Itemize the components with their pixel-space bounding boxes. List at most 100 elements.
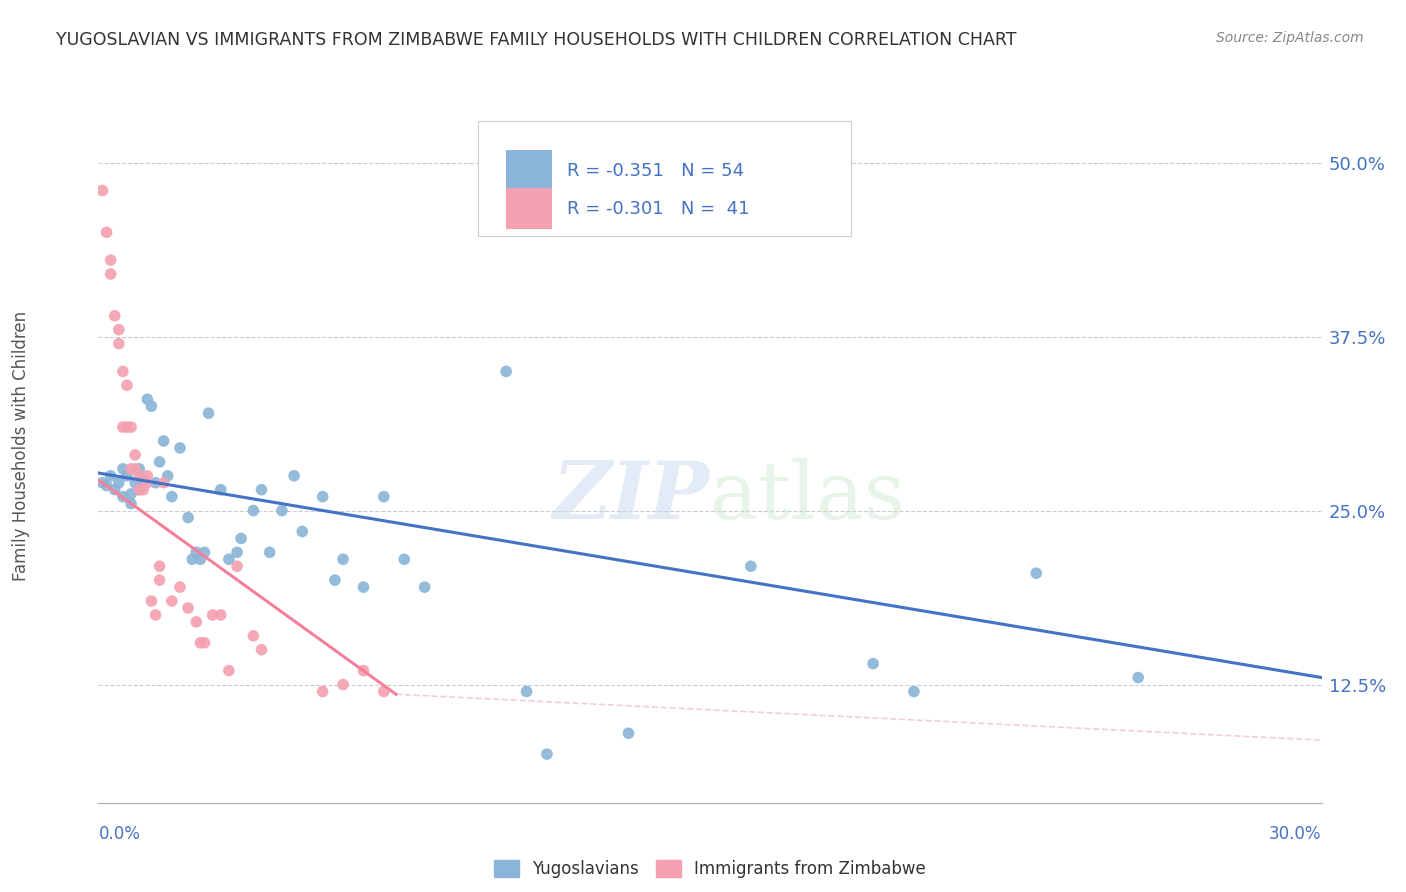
Point xyxy=(100,267,122,281)
Point xyxy=(218,664,240,678)
Point xyxy=(111,490,134,504)
FancyBboxPatch shape xyxy=(478,121,851,235)
Point xyxy=(128,462,150,476)
Point xyxy=(242,629,264,643)
Point xyxy=(132,483,155,497)
Point xyxy=(740,559,762,574)
Point xyxy=(495,364,517,378)
Point xyxy=(100,468,122,483)
FancyBboxPatch shape xyxy=(506,150,553,192)
Point xyxy=(124,475,146,490)
Point xyxy=(413,580,436,594)
Point xyxy=(536,747,558,761)
Point xyxy=(124,462,146,476)
Point xyxy=(177,601,200,615)
Point xyxy=(115,378,138,392)
Point xyxy=(352,664,374,678)
Point xyxy=(120,497,142,511)
Point xyxy=(111,462,134,476)
Point xyxy=(152,475,174,490)
Text: Family Households with Children: Family Households with Children xyxy=(13,311,30,581)
Point xyxy=(141,594,163,608)
Point xyxy=(124,448,146,462)
Point xyxy=(291,524,314,539)
Point xyxy=(186,545,208,559)
Text: Source: ZipAtlas.com: Source: ZipAtlas.com xyxy=(1216,31,1364,45)
Point xyxy=(104,483,127,497)
Text: 0.0%: 0.0% xyxy=(98,825,141,843)
Text: 30.0%: 30.0% xyxy=(1270,825,1322,843)
Point xyxy=(312,490,335,504)
Point xyxy=(392,552,416,566)
Point xyxy=(617,726,640,740)
Point xyxy=(120,462,142,476)
Point xyxy=(100,253,122,268)
Text: YUGOSLAVIAN VS IMMIGRANTS FROM ZIMBABWE FAMILY HOUSEHOLDS WITH CHILDREN CORRELAT: YUGOSLAVIAN VS IMMIGRANTS FROM ZIMBABWE … xyxy=(56,31,1017,49)
Point xyxy=(91,475,114,490)
Point xyxy=(145,475,167,490)
Legend: Yugoslavians, Immigrants from Zimbabwe: Yugoslavians, Immigrants from Zimbabwe xyxy=(488,854,932,885)
Point xyxy=(242,503,264,517)
Point xyxy=(332,552,354,566)
Point xyxy=(149,455,172,469)
Point xyxy=(91,184,114,198)
Point xyxy=(128,468,150,483)
Point xyxy=(177,510,200,524)
Point xyxy=(373,684,395,698)
Point xyxy=(141,399,163,413)
Point xyxy=(231,532,253,546)
Point xyxy=(270,503,294,517)
Point xyxy=(152,434,174,448)
Point xyxy=(332,677,354,691)
Point xyxy=(226,545,249,559)
Point xyxy=(136,392,159,407)
Text: R = -0.351   N = 54: R = -0.351 N = 54 xyxy=(567,161,744,180)
Point xyxy=(250,642,273,657)
Point xyxy=(209,483,232,497)
Point xyxy=(160,490,183,504)
Text: atlas: atlas xyxy=(710,458,905,536)
Point xyxy=(188,636,212,650)
Point xyxy=(209,607,232,622)
Point xyxy=(120,420,142,434)
FancyBboxPatch shape xyxy=(506,187,553,229)
Point xyxy=(373,490,395,504)
Point xyxy=(283,468,305,483)
Point xyxy=(115,420,138,434)
Point xyxy=(108,475,131,490)
Text: R = -0.301   N =  41: R = -0.301 N = 41 xyxy=(567,200,749,218)
Point xyxy=(1128,671,1150,685)
Point xyxy=(104,309,127,323)
Point xyxy=(201,607,224,622)
Point xyxy=(862,657,884,671)
Point xyxy=(1025,566,1047,581)
Point xyxy=(160,594,183,608)
Point xyxy=(115,468,138,483)
Text: ZIP: ZIP xyxy=(553,458,710,535)
Point xyxy=(323,573,346,587)
Point xyxy=(111,420,134,434)
Point xyxy=(169,441,191,455)
Point xyxy=(96,478,118,492)
Point xyxy=(352,580,374,594)
Point xyxy=(108,323,131,337)
Point xyxy=(120,487,142,501)
Point xyxy=(128,483,150,497)
Point xyxy=(132,473,155,487)
Point xyxy=(226,559,249,574)
Point xyxy=(218,552,240,566)
Point xyxy=(169,580,191,594)
Point xyxy=(197,406,219,420)
Point xyxy=(193,636,215,650)
Point xyxy=(193,545,215,559)
Point xyxy=(149,573,172,587)
Point xyxy=(96,225,118,239)
Point xyxy=(903,684,925,698)
Point xyxy=(111,364,134,378)
Point xyxy=(128,483,150,497)
Point xyxy=(136,468,159,483)
Point xyxy=(259,545,281,559)
Point xyxy=(156,468,179,483)
Point xyxy=(136,475,159,490)
Point xyxy=(145,607,167,622)
